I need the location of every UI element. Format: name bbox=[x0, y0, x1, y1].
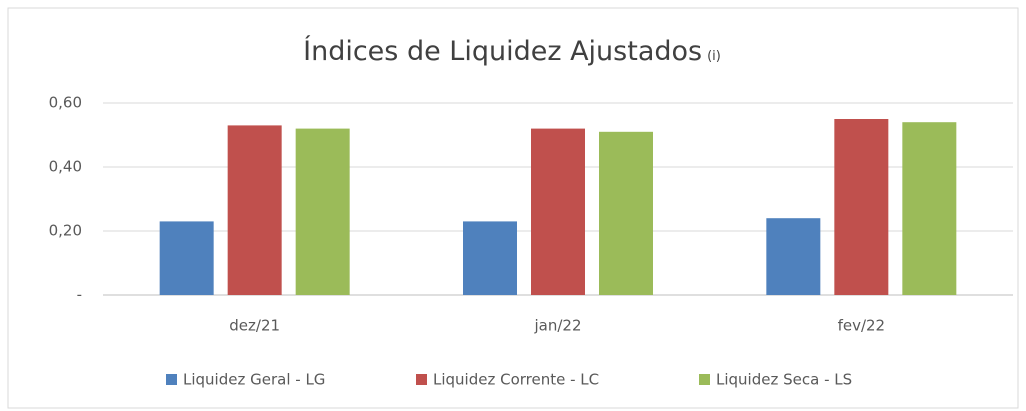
title-text: Índices de Liquidez Ajustados bbox=[303, 35, 702, 67]
legend-swatch bbox=[416, 374, 427, 385]
bar bbox=[531, 128, 585, 295]
legend-label: Liquidez Corrente - LC bbox=[433, 371, 599, 389]
legend-label: Liquidez Geral - LG bbox=[183, 371, 325, 389]
y-tick-label: 0,40 bbox=[49, 158, 82, 176]
y-tick-label: 0,60 bbox=[49, 94, 82, 112]
chart-title: Índices de Liquidez Ajustados (i) bbox=[303, 35, 721, 67]
bar bbox=[834, 119, 889, 295]
legend-swatch bbox=[699, 374, 710, 385]
bar bbox=[227, 125, 282, 296]
x-tick-label: dez/21 bbox=[229, 317, 280, 335]
bar bbox=[902, 122, 957, 295]
y-tick-label: - bbox=[77, 286, 82, 304]
bar bbox=[463, 221, 517, 295]
x-tick-label: jan/22 bbox=[533, 317, 581, 335]
legend-swatch bbox=[166, 374, 177, 385]
bar bbox=[159, 221, 214, 295]
bar bbox=[295, 128, 350, 295]
x-tick-label: fev/22 bbox=[838, 317, 886, 335]
bar bbox=[766, 218, 821, 295]
title-note: (i) bbox=[707, 49, 721, 64]
bar bbox=[599, 131, 653, 295]
y-tick-label: 0,20 bbox=[49, 222, 82, 240]
legend-label: Liquidez Seca - LS bbox=[716, 371, 852, 389]
